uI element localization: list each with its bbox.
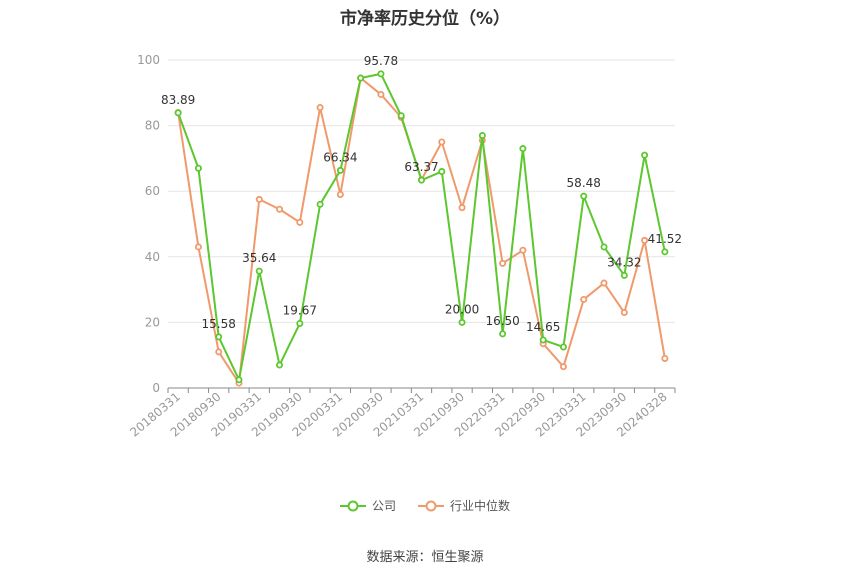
data-point-0 (215, 333, 223, 341)
y-tick-label: 40 (145, 250, 160, 264)
legend-company-label: 公司 (371, 499, 396, 513)
data-point-1 (255, 195, 263, 203)
data-point-1 (661, 354, 669, 362)
data-point-0 (438, 168, 446, 176)
series-line-1 (177, 77, 666, 385)
y-tick-label: 80 (145, 119, 160, 133)
line-chart: 0 20 40 60 80 100 201803312018093020190331201… (127, 53, 682, 440)
data-point-1 (458, 204, 466, 212)
data-point-0 (458, 318, 466, 326)
data-label: 15.58 (202, 317, 236, 331)
data-label: 20.00 (445, 302, 479, 316)
data-label: 63.37 (404, 160, 438, 174)
data-point-0 (194, 164, 202, 172)
data-point-0 (580, 192, 588, 200)
y-tick-label: 100 (137, 53, 160, 67)
data-label: 41.52 (648, 232, 682, 246)
data-point-1 (600, 279, 608, 287)
data-point-1 (194, 243, 202, 251)
data-point-0 (397, 112, 405, 120)
y-tick-label: 20 (145, 315, 160, 329)
data-point-1 (316, 104, 324, 112)
legend: 公司 行业中位数 (0, 497, 850, 514)
data-point-0 (620, 271, 628, 279)
data-point-1 (641, 236, 649, 244)
y-tick-label: 60 (145, 184, 160, 198)
legend-industry-marker-icon (418, 500, 444, 511)
x-axis: 2018033120180930201903312019093020200331… (127, 387, 676, 440)
legend-item-company[interactable]: 公司 (339, 497, 396, 514)
data-point-1 (580, 295, 588, 303)
data-point-0 (417, 176, 425, 184)
data-point-0 (296, 319, 304, 327)
data-point-1 (499, 259, 507, 267)
chart-title: 市净率历史分位（%） (339, 9, 511, 29)
data-point-1 (620, 309, 628, 317)
legend-industry-label: 行业中位数 (450, 499, 511, 513)
data-point-0 (641, 151, 649, 159)
data-point-1 (276, 205, 284, 213)
data-label: 16.50 (485, 314, 519, 328)
data-point-1 (215, 348, 223, 356)
data-point-0 (478, 131, 486, 139)
series-line-0 (177, 72, 666, 381)
data-point-0 (519, 145, 527, 153)
data-point-0 (235, 376, 243, 384)
data-point-0 (377, 70, 385, 78)
data-point-1 (296, 218, 304, 226)
data-label: 14.65 (526, 320, 560, 334)
data-point-1 (377, 90, 385, 98)
data-point-1 (519, 246, 527, 254)
data-point-0 (600, 243, 608, 251)
grid-lines (168, 59, 675, 323)
data-point-1 (336, 190, 344, 198)
data-label: 34.32 (607, 255, 641, 269)
data-point-0 (276, 361, 284, 369)
data-point-0 (316, 200, 324, 208)
data-point-0 (336, 166, 344, 174)
data-labels: 83.89 15.58 35.64 19.67 66.34 95.78 63.37 20.00… (161, 54, 682, 334)
legend-company-marker-icon (339, 500, 366, 511)
data-label: 95.78 (364, 54, 398, 68)
data-label: 19.67 (283, 303, 317, 317)
data-point-0 (559, 343, 567, 351)
data-point-1 (438, 138, 446, 146)
data-point-0 (174, 109, 182, 117)
data-point-0 (661, 248, 669, 256)
data-point-0 (539, 336, 547, 344)
series-layer (174, 70, 669, 387)
data-label: 35.64 (242, 251, 276, 265)
legend-item-industry[interactable]: 行业中位数 (418, 497, 510, 514)
data-label: 83.89 (161, 93, 195, 107)
data-label: 58.48 (567, 176, 601, 190)
y-axis-ticks: 0 20 40 60 80 100 (137, 53, 160, 395)
data-point-0 (255, 267, 263, 275)
y-tick-label: 0 (152, 381, 160, 395)
data-label: 66.34 (323, 150, 357, 164)
data-point-0 (499, 330, 507, 338)
data-source: 数据来源：恒生聚源 (366, 550, 484, 565)
data-point-0 (357, 74, 365, 82)
data-point-1 (559, 363, 567, 371)
